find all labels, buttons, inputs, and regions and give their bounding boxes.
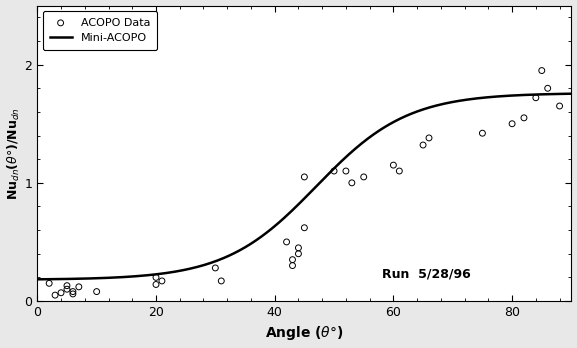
Text: Run  5/28/96: Run 5/28/96: [381, 267, 470, 280]
ACOPO Data: [151, 282, 160, 287]
ACOPO Data: [508, 121, 517, 127]
Mini-ACOPO: [471, 96, 478, 101]
ACOPO Data: [151, 275, 160, 280]
ACOPO Data: [294, 251, 303, 256]
ACOPO Data: [288, 263, 297, 268]
ACOPO Data: [74, 284, 84, 290]
ACOPO Data: [478, 130, 487, 136]
ACOPO Data: [519, 115, 529, 121]
ACOPO Data: [425, 135, 434, 141]
ACOPO Data: [68, 291, 77, 297]
ACOPO Data: [68, 289, 77, 294]
ACOPO Data: [216, 278, 226, 284]
Mini-ACOPO: [352, 147, 359, 151]
ACOPO Data: [288, 257, 297, 262]
ACOPO Data: [282, 239, 291, 245]
X-axis label: Angle ($\theta°$): Angle ($\theta°$): [265, 324, 343, 342]
ACOPO Data: [211, 265, 220, 271]
Mini-ACOPO: [555, 92, 562, 96]
Mini-ACOPO: [291, 206, 298, 211]
ACOPO Data: [543, 86, 552, 91]
ACOPO Data: [359, 174, 368, 180]
Y-axis label: Nu$_{dn}$($\theta°$)/Nu$_{dn}$: Nu$_{dn}$($\theta°$)/Nu$_{dn}$: [6, 107, 22, 200]
ACOPO Data: [44, 280, 54, 286]
Legend: ACOPO Data, Mini-ACOPO: ACOPO Data, Mini-ACOPO: [43, 11, 157, 50]
ACOPO Data: [50, 292, 59, 298]
ACOPO Data: [62, 283, 72, 288]
ACOPO Data: [347, 180, 357, 185]
ACOPO Data: [62, 286, 72, 292]
Mini-ACOPO: [323, 174, 330, 178]
Mini-ACOPO: [287, 209, 294, 214]
ACOPO Data: [92, 289, 101, 294]
ACOPO Data: [57, 290, 66, 295]
ACOPO Data: [537, 68, 546, 73]
Mini-ACOPO: [34, 277, 41, 282]
ACOPO Data: [329, 168, 339, 174]
ACOPO Data: [294, 245, 303, 251]
ACOPO Data: [389, 162, 398, 168]
ACOPO Data: [418, 142, 428, 148]
ACOPO Data: [395, 168, 404, 174]
ACOPO Data: [531, 95, 541, 101]
ACOPO Data: [342, 168, 351, 174]
ACOPO Data: [555, 103, 564, 109]
ACOPO Data: [300, 174, 309, 180]
ACOPO Data: [158, 278, 167, 284]
ACOPO Data: [300, 225, 309, 230]
Mini-ACOPO: [568, 92, 575, 96]
Line: Mini-ACOPO: Mini-ACOPO: [38, 94, 571, 279]
